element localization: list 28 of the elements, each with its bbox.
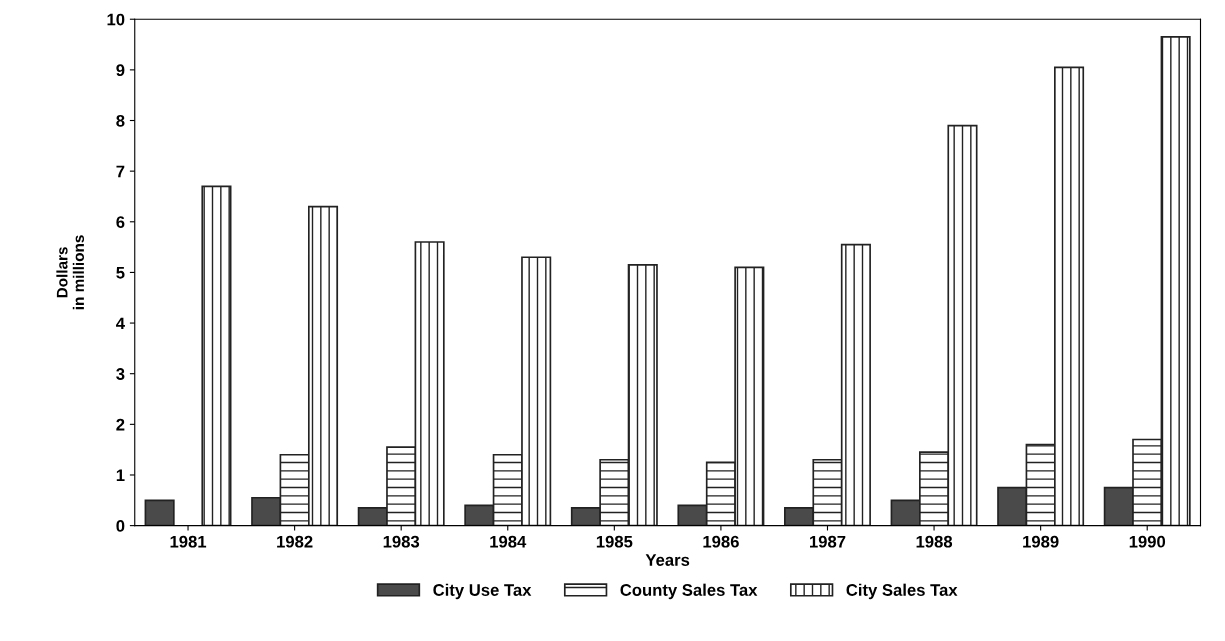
y-tick-label: 0: [116, 520, 125, 532]
y-tick-label: 1: [116, 469, 125, 482]
y-tick-label: 9: [116, 64, 125, 77]
y-tick-label: 3: [116, 368, 125, 380]
x-tick-label: 1990: [1129, 535, 1166, 548]
x-tick-label: 1984: [490, 535, 527, 548]
x-tick-label: 1989: [1023, 535, 1059, 548]
x-axis-title: Years: [645, 554, 690, 566]
x-tick-label: 1987: [810, 535, 846, 548]
y-tick-label: 8: [116, 114, 125, 127]
bar: [144, 499, 175, 526]
y-tick-label: 7: [116, 165, 125, 178]
x-tick-label: 1988: [916, 535, 953, 548]
y-tick-label: 5: [116, 267, 125, 279]
x-tick-label: 1981: [170, 535, 207, 548]
y-tick-label: 6: [116, 216, 125, 228]
y-tick-label: 4: [116, 317, 125, 330]
x-tick-label: 1985: [596, 535, 633, 548]
y-axis-title: Dollars in millions: [56, 235, 85, 310]
y-tick-label: 10: [107, 13, 125, 26]
x-tick-label: 1986: [703, 535, 739, 548]
legend-label: City Sales Tax: [846, 583, 958, 600]
y-tick-label: 2: [116, 418, 125, 431]
x-tick-label: 1982: [277, 535, 313, 548]
bar: [201, 185, 232, 526]
x-tick-label: 1983: [383, 535, 420, 548]
legend-label: County Sales Tax: [620, 583, 758, 600]
legend-label: City Use Tax: [433, 583, 532, 600]
